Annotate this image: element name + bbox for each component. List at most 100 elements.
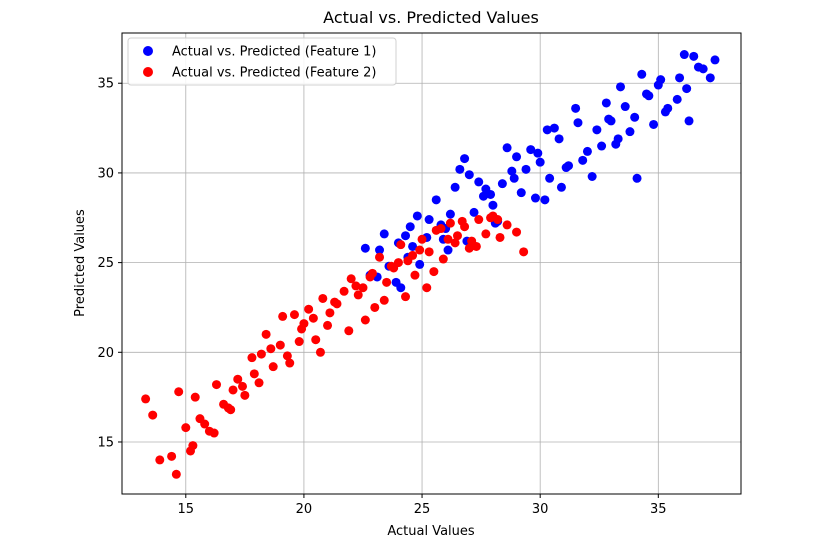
data-point: [275, 340, 285, 350]
data-point: [351, 281, 361, 291]
data-point: [148, 410, 158, 420]
x-tick-label: 25: [414, 502, 431, 517]
legend: Actual vs. Predicted (Feature 1) Actual v…: [127, 37, 397, 86]
legend-box: [127, 37, 397, 86]
data-point: [339, 286, 349, 296]
x-tick-label: 20: [296, 502, 313, 517]
grid: [122, 33, 741, 494]
data-point: [200, 419, 210, 429]
data-point: [282, 351, 292, 361]
data-point: [571, 103, 581, 113]
data-point: [240, 390, 250, 400]
data-point: [237, 381, 247, 391]
x-axis-label: Actual Values: [387, 524, 475, 539]
legend-label: Actual vs. Predicted (Feature 1): [172, 45, 376, 60]
data-point: [597, 141, 607, 151]
data-point: [630, 112, 640, 122]
data-point: [587, 172, 597, 182]
data-point: [233, 374, 243, 384]
x-tick-label: 15: [178, 502, 195, 517]
data-point: [637, 69, 647, 79]
x-tick-label: 30: [532, 502, 549, 517]
data-point: [455, 164, 465, 174]
data-point: [408, 250, 418, 260]
data-point: [545, 173, 555, 183]
data-point: [318, 293, 328, 303]
data-point: [171, 469, 181, 479]
data-point: [519, 247, 529, 257]
data-point: [464, 170, 474, 180]
data-point: [155, 455, 165, 465]
data-point: [266, 344, 276, 354]
data-point: [452, 231, 462, 241]
data-point: [315, 347, 325, 357]
legend-marker: [143, 46, 153, 56]
data-point: [613, 134, 623, 144]
data-point: [625, 127, 635, 137]
data-point: [424, 247, 434, 257]
data-point: [644, 91, 654, 101]
y-tick-label: 15: [97, 435, 114, 450]
data-point: [582, 146, 592, 156]
data-point: [431, 195, 441, 205]
data-point: [299, 319, 309, 329]
data-point: [512, 152, 522, 162]
data-point: [526, 145, 536, 155]
data-point: [592, 125, 602, 135]
data-point: [516, 188, 526, 198]
data-points: [141, 50, 720, 479]
series-1-points: [360, 50, 720, 293]
data-point: [379, 229, 389, 239]
data-point: [382, 277, 392, 287]
data-point: [486, 213, 496, 223]
data-point: [616, 82, 626, 92]
data-point: [488, 200, 498, 210]
data-point: [346, 274, 356, 284]
data-point: [682, 84, 692, 94]
data-point: [304, 304, 314, 314]
data-point: [344, 326, 354, 336]
data-point: [393, 258, 403, 268]
data-point: [289, 310, 299, 320]
data-point: [632, 173, 642, 183]
data-point: [684, 116, 694, 126]
data-point: [358, 283, 368, 293]
data-point: [542, 125, 552, 135]
legend-marker: [143, 67, 153, 77]
data-point: [689, 51, 699, 61]
data-point: [481, 184, 491, 194]
data-point: [481, 229, 491, 239]
data-point: [190, 392, 200, 402]
y-tick-label: 25: [97, 256, 114, 271]
data-point: [679, 50, 689, 60]
data-point: [311, 335, 321, 345]
data-point: [653, 80, 663, 90]
data-point: [223, 403, 233, 413]
data-point: [401, 292, 411, 302]
data-point: [445, 209, 455, 219]
data-point: [375, 252, 385, 262]
data-point: [460, 154, 470, 164]
y-tick-label: 20: [97, 346, 114, 361]
chart-title: Actual vs. Predicted Values: [323, 8, 539, 27]
data-point: [294, 337, 304, 347]
data-point: [604, 114, 614, 124]
data-point: [174, 387, 184, 397]
data-point: [502, 220, 512, 230]
data-point: [672, 94, 682, 104]
data-point: [228, 385, 238, 395]
data-point: [464, 243, 474, 253]
data-point: [620, 102, 630, 112]
data-point: [386, 261, 396, 271]
data-point: [167, 451, 177, 461]
data-point: [578, 155, 588, 165]
data-point: [535, 157, 545, 167]
data-point: [254, 378, 264, 388]
plot-frame: [121, 32, 742, 495]
data-point: [209, 428, 219, 438]
data-point: [370, 302, 380, 312]
data-point: [325, 308, 335, 318]
data-point: [429, 267, 439, 277]
data-point: [415, 259, 425, 269]
